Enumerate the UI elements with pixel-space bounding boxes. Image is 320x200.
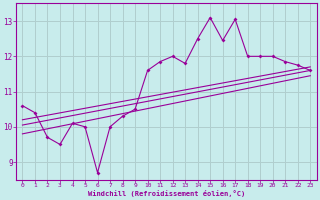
X-axis label: Windchill (Refroidissement éolien,°C): Windchill (Refroidissement éolien,°C) <box>88 190 245 197</box>
